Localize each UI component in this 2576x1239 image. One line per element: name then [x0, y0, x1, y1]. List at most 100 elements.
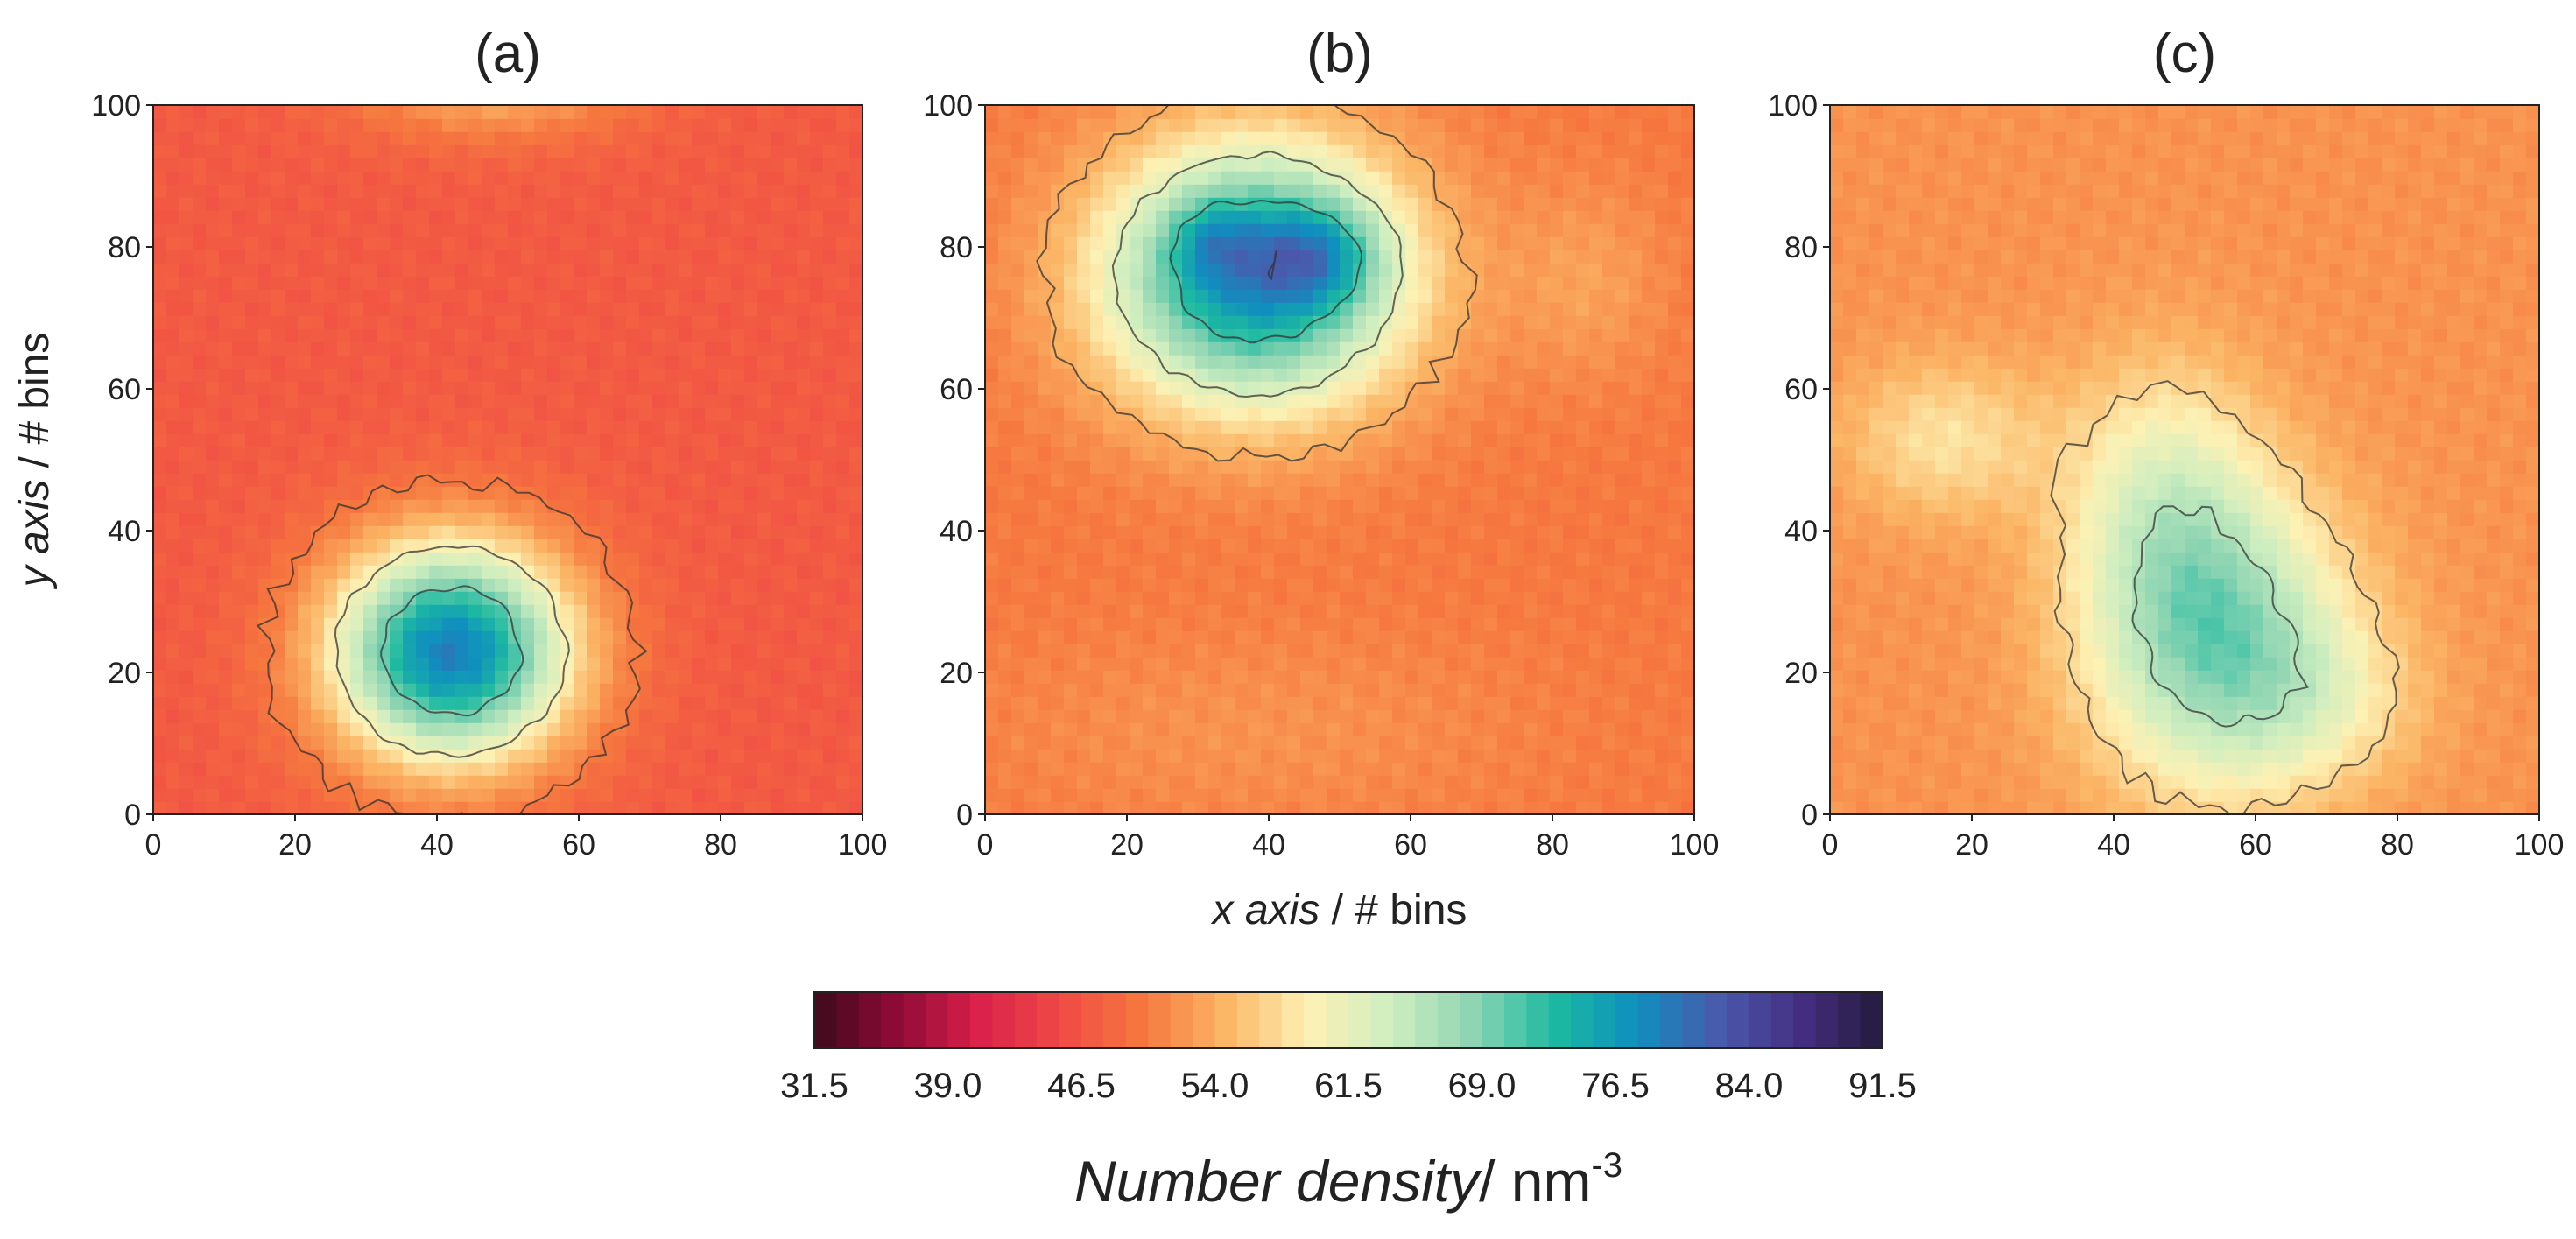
heatmap-cell [836, 184, 850, 198]
heatmap-cell [731, 420, 745, 434]
heatmap-cell [508, 683, 522, 697]
heatmap-cell [1077, 144, 1091, 158]
heatmap-cell [797, 118, 811, 132]
heatmap-cell [1169, 762, 1183, 776]
heatmap-cell [652, 644, 666, 658]
heatmap-cell [245, 158, 259, 172]
heatmap-cell [429, 420, 443, 434]
heatmap-cell [311, 473, 325, 487]
heatmap-cell [1471, 709, 1485, 723]
heatmap-cell [1143, 184, 1157, 198]
heatmap-cell [1274, 407, 1288, 421]
heatmap-cell [1340, 539, 1354, 553]
heatmap-cell [1405, 250, 1419, 264]
heatmap-cell [1143, 486, 1157, 500]
heatmap-cell [1090, 236, 1104, 250]
heatmap-cell [468, 302, 482, 316]
heatmap-cell [771, 105, 785, 119]
heatmap-cell [652, 788, 666, 802]
heatmap-cell [744, 407, 758, 421]
heatmap-cell [1116, 394, 1130, 408]
heatmap-cell [337, 617, 351, 631]
heatmap-cell [731, 407, 745, 421]
heatmap-cell [985, 381, 999, 395]
heatmap-cell [692, 775, 706, 789]
heatmap-cell [534, 473, 548, 487]
heatmap-cell [390, 381, 404, 395]
heatmap-cell [613, 341, 627, 356]
heatmap-cell [784, 565, 798, 579]
heatmap-cell [258, 210, 272, 224]
heatmap-cell [482, 184, 496, 198]
heatmap-cell [1366, 591, 1380, 605]
heatmap-cell [324, 381, 338, 395]
heatmap-cell [1366, 447, 1380, 461]
heatmap-cell [626, 223, 640, 237]
heatmap-cell [665, 696, 679, 710]
heatmap-cell [179, 762, 194, 776]
heatmap-cell [219, 184, 233, 198]
heatmap-cell [823, 381, 837, 395]
heatmap-cell [416, 289, 430, 303]
heatmap-cell [403, 486, 417, 500]
heatmap-cell [442, 473, 456, 487]
heatmap-cell [166, 578, 180, 592]
heatmap-cell [1274, 184, 1288, 198]
heatmap-cell [1208, 630, 1222, 644]
heatmap-cell [1195, 473, 1209, 487]
heatmap-cell [258, 486, 272, 500]
panel-title-a: (a) [475, 24, 541, 84]
heatmap-cell [219, 368, 233, 382]
heatmap-cell [705, 236, 719, 250]
heatmap-cell [455, 670, 469, 684]
heatmap-cell [206, 250, 220, 264]
heatmap-cell [692, 552, 706, 566]
heatmap-cell [311, 696, 325, 710]
heatmap-cell [771, 762, 785, 776]
heatmap-cell [985, 355, 999, 369]
heatmap-cell [797, 276, 811, 290]
heatmap-cell [245, 223, 259, 237]
heatmap-cell [311, 223, 325, 237]
heatmap-cell [429, 236, 443, 250]
heatmap-cell [797, 801, 811, 814]
heatmap-cell [587, 801, 601, 814]
heatmap-cell [1379, 236, 1393, 250]
heatmap-cell [521, 736, 535, 750]
heatmap-cell [179, 722, 194, 736]
heatmap-cell [692, 158, 706, 172]
heatmap-cell [1340, 105, 1354, 119]
heatmap-cell [1208, 525, 1222, 539]
heatmap-cell [1195, 105, 1209, 119]
heatmap-cell [613, 171, 627, 185]
heatmap-cell [1156, 236, 1170, 250]
heatmap-cell [1182, 749, 1196, 763]
heatmap-cell [849, 552, 862, 566]
heatmap-cell [1130, 381, 1144, 395]
heatmap-cell [1432, 565, 1446, 579]
heatmap-cell [797, 749, 811, 763]
heatmap-cell [285, 407, 299, 421]
heatmap-cell [298, 315, 312, 329]
heatmap-cell [521, 788, 535, 802]
heatmap-cell [1064, 184, 1078, 198]
heatmap-cell [652, 433, 666, 447]
heatmap-cell [403, 118, 417, 132]
heatmap-cell [757, 630, 771, 644]
heatmap-cell [429, 381, 443, 395]
heatmap-cell [377, 315, 391, 329]
heatmap-cell [1169, 381, 1183, 395]
heatmap-cell [1103, 565, 1117, 579]
heatmap-cell [495, 368, 509, 382]
heatmap-cell [232, 223, 246, 237]
heatmap-cell [613, 184, 627, 198]
heatmap-cell [390, 302, 404, 316]
heatmap-cell [258, 355, 272, 369]
heatmap-cell [1195, 263, 1209, 277]
heatmap-cell [350, 236, 364, 250]
heatmap-cell [718, 381, 732, 395]
heatmap-cell [718, 499, 732, 513]
heatmap-cell [998, 749, 1012, 763]
heatmap-cell [547, 657, 561, 671]
heatmap-cell [1471, 657, 1485, 671]
